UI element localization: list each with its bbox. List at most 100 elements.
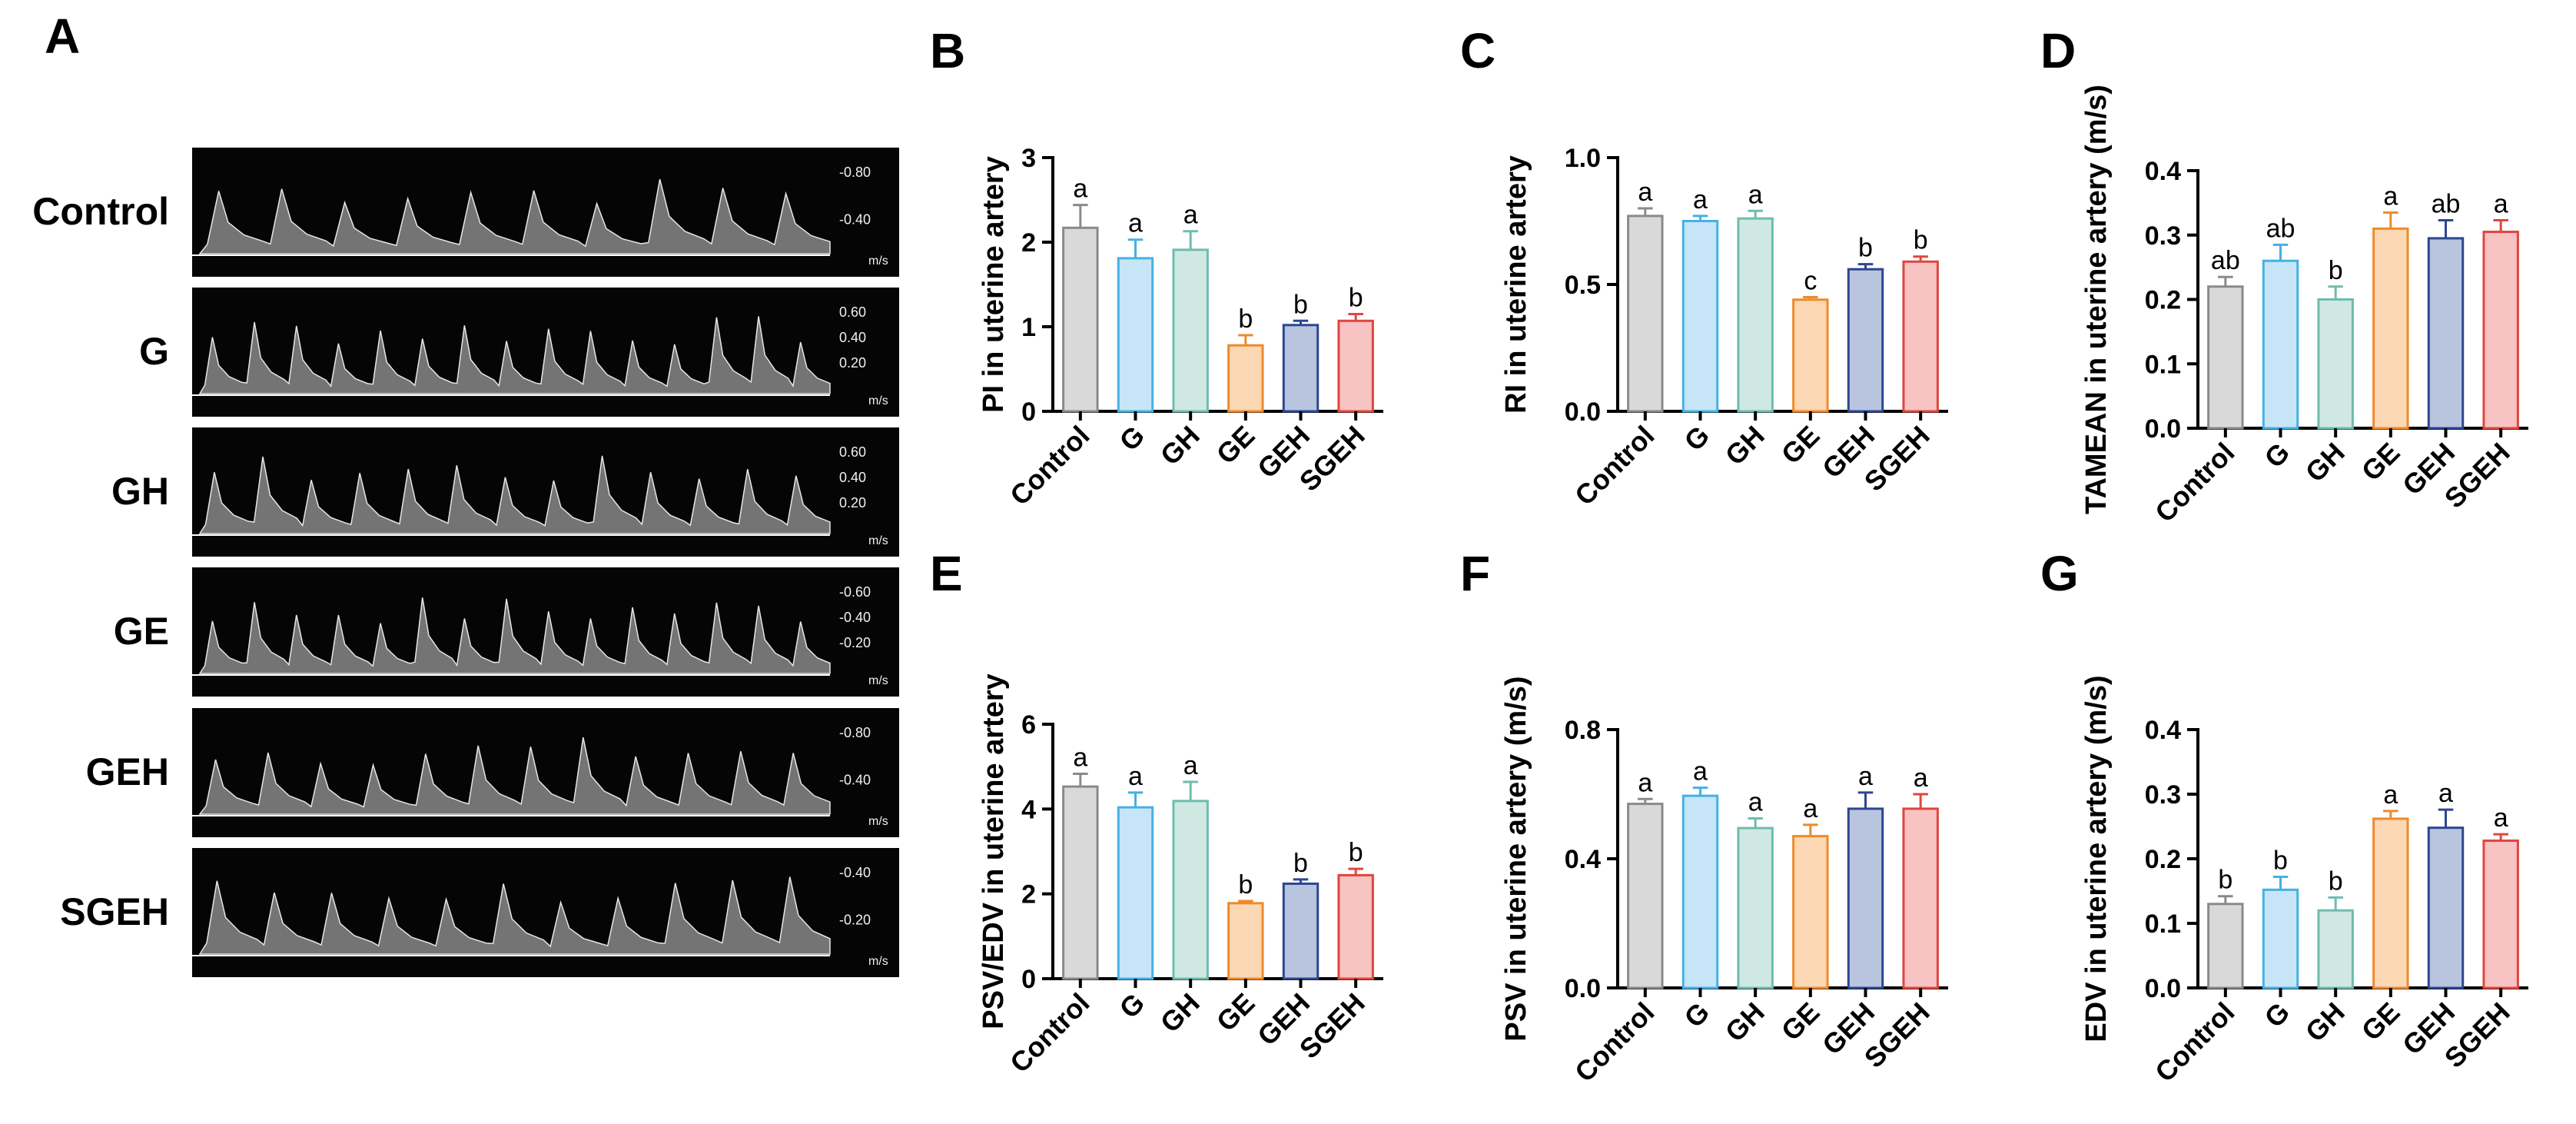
- x-tick-label: Control: [1569, 420, 1660, 511]
- bar-g: [1118, 258, 1152, 411]
- significance-letter: b: [1349, 838, 1363, 867]
- panel-letter: F: [1460, 546, 1490, 601]
- y-axis-label: EDV in uterine artery (m/s): [2080, 675, 2113, 1042]
- x-tick-label: GH: [2299, 437, 2351, 488]
- significance-letter: b: [1293, 849, 1308, 878]
- chart-panel-c: CRI in uterine artery 0.00.51.0aControlaG…: [1460, 23, 1948, 511]
- bar-g: [1118, 807, 1152, 979]
- significance-letter: a: [1803, 794, 1817, 823]
- y-tick-label: 0.1: [2145, 350, 2181, 379]
- bar-sgeh: [1904, 809, 1937, 988]
- bar-control: [1628, 216, 1662, 411]
- significance-letter: b: [1238, 304, 1253, 334]
- significance-letter: b: [1914, 226, 1928, 255]
- bar-geh: [1848, 269, 1882, 411]
- y-tick-label: 0.0: [1565, 397, 1601, 427]
- panel-letter: C: [1460, 23, 1495, 78]
- x-tick-label: Control: [1569, 996, 1660, 1088]
- x-tick-label: GH: [1154, 420, 1206, 471]
- significance-letter: b: [1349, 284, 1363, 313]
- y-tick-label: 0.0: [2145, 414, 2181, 444]
- y-tick-label: 0: [1021, 397, 1036, 427]
- y-tick-label: 0.3: [2145, 221, 2181, 251]
- y-tick-label: 2: [1021, 228, 1036, 258]
- y-tick-label: 0.8: [1565, 716, 1601, 745]
- y-tick-label: 3: [1021, 144, 1036, 173]
- chart-panel-g: G EDV in uterine artery (m/s) 0.0 0.1 0.2 0.3…: [2040, 546, 2528, 1088]
- y-tick-label: 0.4: [1565, 845, 1601, 874]
- bar-sgeh: [1904, 261, 1937, 411]
- significance-letter: a: [1183, 201, 1198, 230]
- significance-letter: a: [2438, 779, 2453, 808]
- bar-ge: [1229, 903, 1263, 979]
- y-tick-label: 0.0: [2145, 974, 2181, 1003]
- significance-letter: ab: [2432, 189, 2461, 218]
- bar-g: [1683, 221, 1717, 412]
- significance-letter: a: [1183, 751, 1198, 780]
- x-tick-label: GH: [2299, 996, 2351, 1048]
- significance-letter: a: [1638, 178, 1652, 207]
- chart-panel-b: BPI in uterine artery 0123aControlaGaGHbG…: [930, 23, 1383, 511]
- significance-letter: a: [2494, 189, 2508, 218]
- bar-gh: [2319, 300, 2352, 429]
- x-tick-label: G: [2258, 437, 2295, 474]
- y-tick-label: 2: [1021, 880, 1036, 910]
- panel-letter: E: [930, 546, 963, 601]
- bar-gh: [1173, 250, 1207, 411]
- chart-panel-e: E PSV/EDV in uterine artery 0 2 4 6 a Control a G…: [930, 546, 1383, 1079]
- bar-gh: [2319, 910, 2352, 988]
- y-tick-label: 0: [1021, 965, 1036, 994]
- bar-control: [2209, 287, 2242, 428]
- x-tick-label: G: [1113, 987, 1150, 1025]
- panel-letter: B: [930, 23, 965, 78]
- significance-letter: a: [1748, 180, 1763, 209]
- bar-charts: BPI in uterine artery 0123aControlaGaGHbG…: [0, 0, 2576, 1124]
- bar-geh: [1283, 325, 1317, 411]
- significance-letter: b: [1293, 290, 1308, 319]
- bar-gh: [1738, 828, 1772, 988]
- x-tick-label: Control: [2149, 437, 2240, 528]
- significance-letter: a: [2383, 181, 2398, 211]
- y-axis-label: PSV in uterine artery (m/s): [1500, 676, 1532, 1041]
- y-tick-label: 1.0: [1565, 144, 1601, 173]
- significance-letter: b: [1858, 234, 1873, 263]
- x-tick-label: GH: [1719, 996, 1771, 1048]
- bar-sgeh: [1339, 321, 1373, 411]
- bar-g: [2263, 890, 2297, 988]
- bar-gh: [1738, 218, 1772, 411]
- x-tick-label: GH: [1154, 987, 1206, 1039]
- bar-sgeh: [2484, 840, 2518, 988]
- significance-letter: a: [1073, 175, 1087, 204]
- significance-letter: c: [1804, 267, 1817, 296]
- significance-letter: a: [1128, 762, 1143, 791]
- y-tick-label: 0.2: [2145, 845, 2181, 874]
- y-tick-label: 0.5: [1565, 271, 1601, 300]
- y-tick-label: 0.4: [2145, 157, 2181, 186]
- panel-letter: D: [2040, 23, 2076, 78]
- bar-ge: [2374, 228, 2408, 428]
- y-tick-label: 0.1: [2145, 910, 2181, 939]
- y-tick-label: 0.0: [1565, 974, 1601, 1003]
- significance-letter: a: [1073, 743, 1087, 773]
- bar-ge: [1794, 300, 1827, 411]
- significance-letter: ab: [2211, 246, 2240, 275]
- x-tick-label: Control: [2149, 996, 2240, 1088]
- y-axis-label: RI in uterine artery: [1500, 155, 1532, 414]
- significance-letter: b: [2329, 866, 2343, 896]
- bar-control: [1064, 786, 1097, 979]
- y-tick-label: 1: [1021, 313, 1036, 342]
- y-tick-label: 0.4: [2145, 716, 2181, 745]
- significance-letter: a: [1693, 757, 1708, 786]
- significance-letter: a: [1638, 768, 1652, 797]
- significance-letter: ab: [2266, 214, 2295, 243]
- significance-letter: b: [2218, 866, 2232, 895]
- bar-geh: [2428, 828, 2462, 988]
- x-tick-label: G: [2258, 996, 2295, 1034]
- bar-ge: [2374, 819, 2408, 988]
- significance-letter: a: [2383, 780, 2398, 810]
- bar-g: [1683, 796, 1717, 988]
- bar-ge: [1229, 345, 1263, 411]
- significance-letter: a: [1858, 762, 1873, 791]
- y-tick-label: 6: [1021, 710, 1036, 740]
